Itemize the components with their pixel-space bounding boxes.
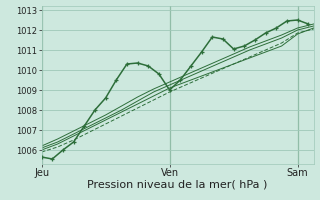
X-axis label: Pression niveau de la mer( hPa ): Pression niveau de la mer( hPa ) (87, 180, 268, 190)
